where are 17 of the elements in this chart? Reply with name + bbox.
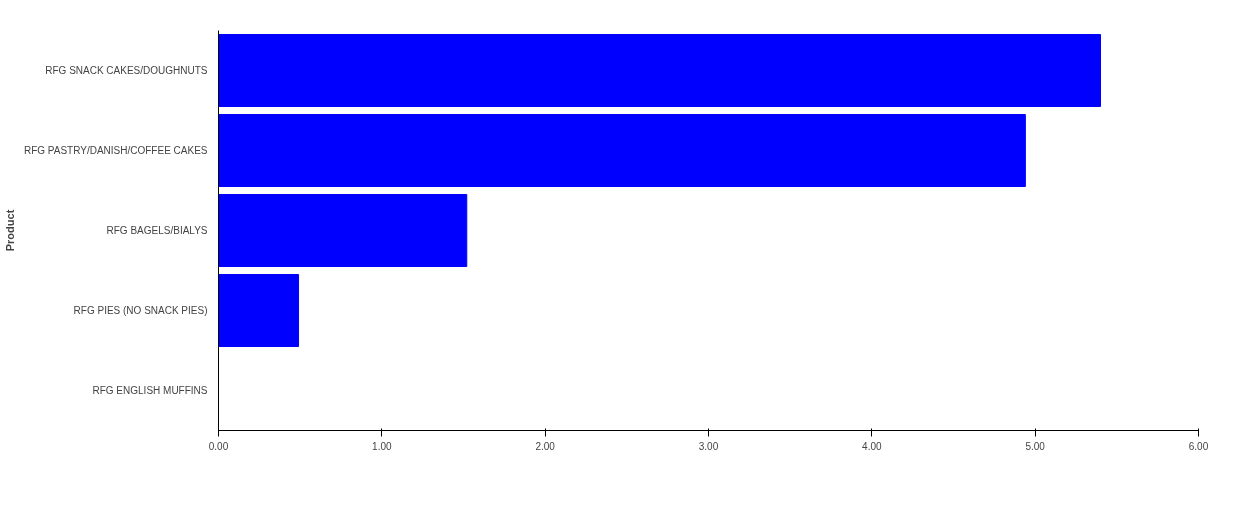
- y-tick-label: RFG SNACK CAKES/DOUGHNUTS: [45, 65, 208, 76]
- bar: [218, 194, 468, 267]
- x-tick-label: 6.00: [1188, 440, 1209, 452]
- y-tick-label: RFG PASTRY/DANISH/COFFEE CAKES: [23, 145, 208, 156]
- bar: [218, 274, 300, 347]
- x-tick-label: 3.00: [698, 440, 719, 452]
- x-tick-label: 4.00: [862, 440, 882, 452]
- x-tick-label: 5.00: [1025, 440, 1046, 452]
- bar: [218, 34, 1101, 107]
- bar: [218, 114, 1026, 187]
- x-tick-label: 1.00: [372, 440, 392, 452]
- y-tick-label: RFG PIES (NO SNACK PIES): [73, 305, 208, 316]
- x-tick-label: 2.00: [535, 440, 556, 452]
- y-tick-label: RFG BAGELS/BIALYS: [106, 225, 208, 236]
- y-tick-label: RFG ENGLISH MUFFINS: [92, 385, 208, 396]
- x-tick-label: 0.00: [208, 440, 229, 452]
- y-axis-title: Product: [3, 209, 16, 252]
